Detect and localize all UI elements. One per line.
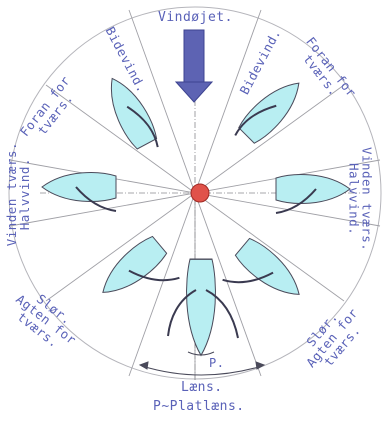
boat-sail [205,289,239,339]
wind-arrow-head [174,81,214,103]
boat-sail [167,289,197,337]
boat-hull [238,82,300,144]
boat-hull [110,77,158,150]
boat-hull [234,237,300,295]
boat-sail [234,104,277,136]
boat-hull [275,174,351,204]
boat-hull [186,258,216,357]
boat-sail [222,271,274,284]
wind-arrow-shaft [183,29,205,85]
label-line: Halvvind. [346,163,362,236]
dead-run-arc [138,351,266,376]
boat-broad-reach-left [102,235,180,293]
boat-sail [128,269,180,282]
boat-beam-reach-left [41,172,117,212]
label-beam-reach-left: Vinden tværs. Halvvind. [4,142,33,246]
label-center-p: P. [209,356,225,370]
label-beam-reach-right: Vinden tværs. Halvvind. [346,146,375,252]
boat-hull [102,235,168,293]
boat-close-hauled-left [110,77,159,150]
sector-lines [9,9,381,380]
arc-arrowhead-left [138,361,149,370]
label-running: Læns. [181,380,223,395]
center-dot [190,183,210,203]
label-dead-run: P~Platlæns. [153,399,245,414]
arc-arrowhead-right [255,361,266,370]
p-mark [187,351,215,356]
boat-sail [126,105,159,148]
boat-close-hauled-right [234,82,300,144]
arc [141,365,263,376]
label-wind-eye: Vindøjet. [158,10,233,25]
boat-broad-reach-right [222,237,300,295]
boat-sail [275,188,317,214]
boat-sail [75,186,117,212]
boat-running [186,258,216,357]
running-sails [167,289,239,339]
boat-hull [41,172,117,202]
label-line: Halvvind. [17,158,33,231]
wind-arrow [174,29,214,103]
boat-beam-reach-right [275,174,351,214]
label-line: Vinden tværs. [359,146,375,252]
